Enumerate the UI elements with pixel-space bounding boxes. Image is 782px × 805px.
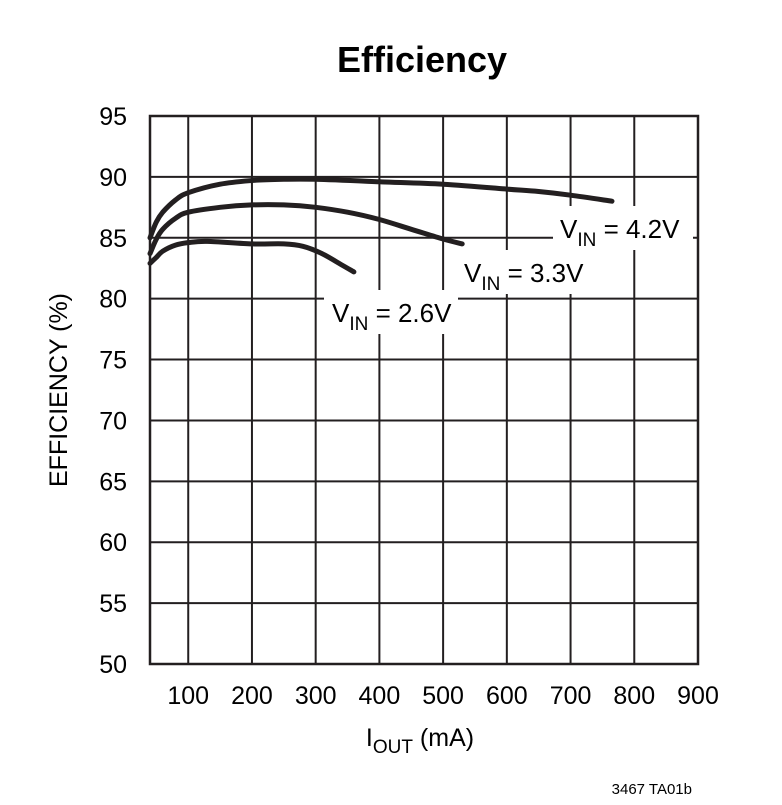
series-label-bg xyxy=(324,290,458,334)
y-tick-label: 55 xyxy=(99,590,127,618)
y-tick-label: 95 xyxy=(99,103,127,131)
series-line xyxy=(147,238,357,275)
series-label: VIN = 2.6V xyxy=(332,298,452,335)
series-label-value: = 2.6V xyxy=(368,298,452,328)
series-label: VIN = 3.3V xyxy=(464,258,584,295)
x-axis-label-unit: (mA) xyxy=(413,724,474,752)
series-label-main: V xyxy=(464,258,482,288)
x-tick-label: 400 xyxy=(359,682,401,710)
y-tick-label: 70 xyxy=(99,407,127,435)
series-label-sub: IN xyxy=(577,230,596,251)
plot-frame xyxy=(148,114,700,666)
y-tick-label: 80 xyxy=(99,286,127,314)
y-tick-labels: 50 55 60 65 70 75 80 85 90 95 xyxy=(99,103,127,679)
y-axis-label: EFFICIENCY (%) xyxy=(45,293,73,487)
series-label-value: = 3.3V xyxy=(500,258,584,288)
x-tick-label: 300 xyxy=(295,682,337,710)
x-axis-label: IOUT (mA) xyxy=(366,724,474,758)
x-axis-label-sub: OUT xyxy=(373,737,414,758)
y-tick-label: 85 xyxy=(99,225,127,253)
series-label-sub: IN xyxy=(481,274,500,295)
x-tick-labels: 100 200 300 400 500 600 700 800 900 xyxy=(167,682,718,710)
y-tick-label: 65 xyxy=(99,468,127,496)
series-label-value: = 4.2V xyxy=(596,214,680,244)
x-tick-label: 600 xyxy=(486,682,528,710)
series-label-bg xyxy=(553,206,693,250)
y-tick-label: 50 xyxy=(99,651,127,679)
series-lines xyxy=(147,176,615,275)
series-label-bg xyxy=(457,250,591,294)
x-tick-label: 700 xyxy=(550,682,592,710)
series-label-main: V xyxy=(560,214,578,244)
grid xyxy=(150,115,699,665)
x-tick-label: 900 xyxy=(677,682,719,710)
y-tick-label: 60 xyxy=(99,529,127,557)
y-tick-label: 75 xyxy=(99,347,127,375)
series-line xyxy=(147,202,465,257)
series-line xyxy=(147,176,615,241)
y-tick-label: 90 xyxy=(99,164,127,192)
figure-code: 3467 TA01b xyxy=(612,781,692,798)
series-label-sub: IN xyxy=(349,314,368,335)
series-label-main: V xyxy=(332,298,350,328)
series-label: VIN = 4.2V xyxy=(560,214,680,251)
x-tick-label: 800 xyxy=(613,682,655,710)
x-tick-label: 100 xyxy=(167,682,209,710)
x-tick-label: 500 xyxy=(422,682,464,710)
x-axis-label-main: I xyxy=(366,724,373,752)
x-tick-label: 200 xyxy=(231,682,273,710)
chart-title: Efficiency xyxy=(337,39,507,80)
